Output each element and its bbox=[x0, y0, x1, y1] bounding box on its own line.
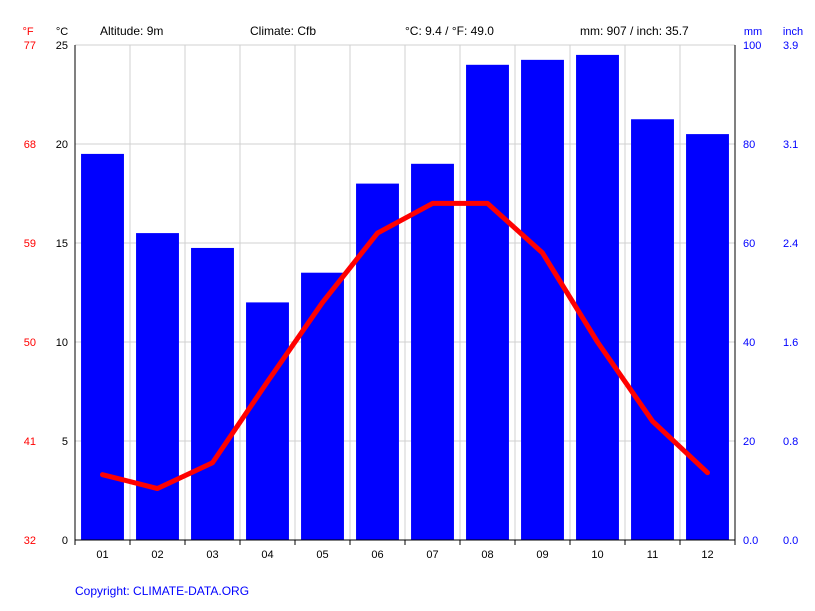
y-fahrenheit-tick: 68 bbox=[24, 139, 36, 151]
x-month-tick: 03 bbox=[206, 549, 218, 561]
x-month-tick: 07 bbox=[426, 549, 438, 561]
y-mm-tick: 40 bbox=[743, 337, 755, 349]
y-mm-tick: 80 bbox=[743, 139, 755, 151]
y-right-labels: 0.0 0.0 20 0.8 40 1.6 60 2.4 80 3.1 100 3.9 bbox=[743, 40, 798, 547]
y-fahrenheit-tick: 77 bbox=[24, 40, 36, 52]
x-month-tick: 01 bbox=[96, 549, 108, 561]
precip-avg-label: mm: 907 / inch: 35.7 bbox=[580, 24, 689, 38]
mm-unit: mm bbox=[744, 26, 762, 38]
x-labels: 01 02 03 04 05 06 07 08 09 10 11 12 bbox=[96, 549, 713, 561]
y-mm-tick: 20 bbox=[743, 436, 755, 448]
precip-bar bbox=[631, 119, 674, 540]
y-mm-tick: 60 bbox=[743, 238, 755, 250]
x-month-tick: 12 bbox=[701, 549, 713, 561]
fahrenheit-unit: °F bbox=[22, 26, 33, 38]
y-mm-tick: 100 bbox=[743, 40, 761, 52]
precip-bar bbox=[466, 65, 509, 540]
x-month-tick: 09 bbox=[536, 549, 548, 561]
y-inch-tick: 1.6 bbox=[783, 337, 798, 349]
x-month-tick: 06 bbox=[371, 549, 383, 561]
x-month-tick: 04 bbox=[261, 549, 273, 561]
precip-bar bbox=[576, 55, 619, 540]
y-celsius-tick: 10 bbox=[56, 337, 68, 349]
altitude-label: Altitude: 9m bbox=[100, 24, 163, 38]
x-month-tick: 02 bbox=[151, 549, 163, 561]
inch-unit: inch bbox=[783, 26, 803, 38]
x-month-tick: 08 bbox=[481, 549, 493, 561]
precip-bar bbox=[411, 164, 454, 540]
y-left-labels: 32 0 41 5 50 10 59 15 68 20 77 25 bbox=[24, 40, 68, 547]
copyright-text: Copyright: CLIMATE-DATA.ORG bbox=[75, 584, 249, 598]
precip-bar bbox=[521, 60, 564, 540]
celsius-unit: °C bbox=[56, 26, 68, 38]
chart-svg: Altitude: 9m Climate: Cfb °C: 9.4 / °F: … bbox=[0, 0, 815, 611]
precip-bar bbox=[686, 134, 729, 540]
y-celsius-tick: 20 bbox=[56, 139, 68, 151]
y-celsius-tick: 0 bbox=[62, 535, 68, 547]
y-inch-tick: 3.9 bbox=[783, 40, 798, 52]
x-month-tick: 11 bbox=[647, 549, 658, 561]
y-celsius-tick: 25 bbox=[56, 40, 68, 52]
y-inch-tick: 0.8 bbox=[783, 436, 798, 448]
temp-avg-label: °C: 9.4 / °F: 49.0 bbox=[405, 24, 494, 38]
climate-chart: Altitude: 9m Climate: Cfb °C: 9.4 / °F: … bbox=[0, 0, 815, 611]
precip-bar bbox=[301, 273, 344, 540]
x-month-tick: 05 bbox=[316, 549, 328, 561]
precip-bar bbox=[136, 233, 179, 540]
y-celsius-tick: 15 bbox=[56, 238, 68, 250]
y-inch-tick: 0.0 bbox=[783, 535, 798, 547]
y-celsius-tick: 5 bbox=[62, 436, 68, 448]
climate-label: Climate: Cfb bbox=[250, 24, 316, 38]
y-fahrenheit-tick: 50 bbox=[24, 337, 36, 349]
y-fahrenheit-tick: 32 bbox=[24, 535, 36, 547]
precip-bar bbox=[246, 302, 289, 540]
x-month-tick: 10 bbox=[591, 549, 603, 561]
precip-bar bbox=[81, 154, 124, 540]
precip-bar bbox=[191, 248, 234, 540]
y-inch-tick: 2.4 bbox=[783, 238, 798, 250]
y-inch-tick: 3.1 bbox=[783, 139, 798, 151]
y-fahrenheit-tick: 59 bbox=[24, 238, 36, 250]
y-mm-tick: 0.0 bbox=[743, 535, 758, 547]
y-fahrenheit-tick: 41 bbox=[24, 436, 36, 448]
